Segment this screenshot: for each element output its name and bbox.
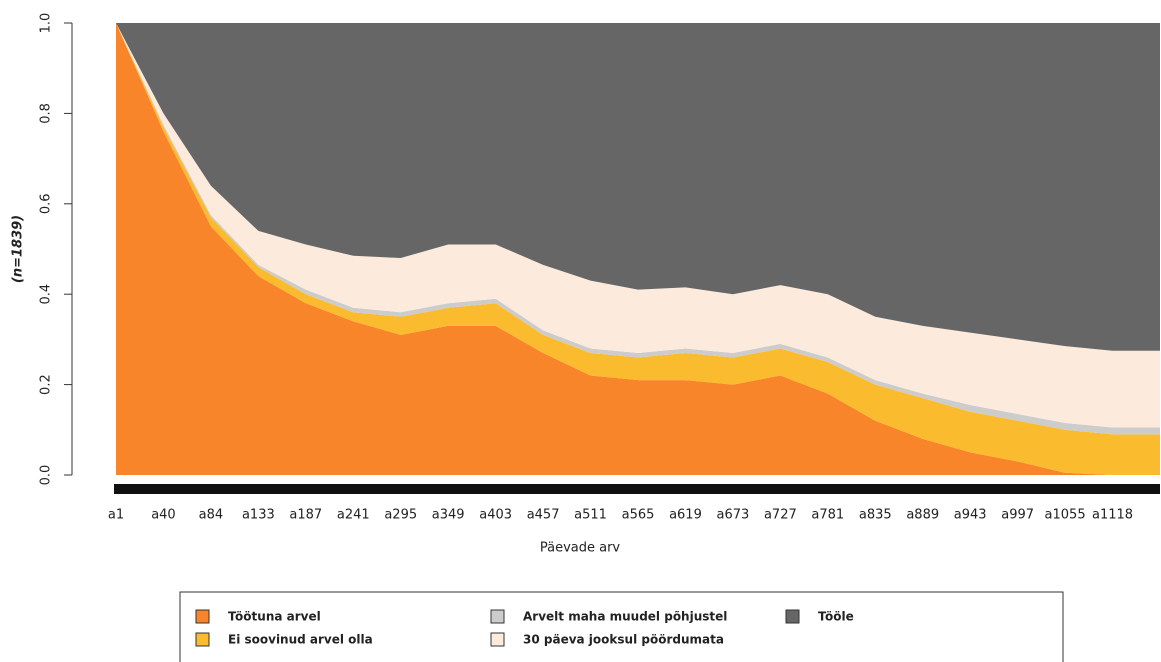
legend-swatch bbox=[195, 632, 210, 647]
legend-label: 30 päeva jooksul pöördumata bbox=[523, 633, 724, 647]
legend-swatch bbox=[195, 609, 210, 624]
x-tick-label: a457 bbox=[527, 508, 560, 523]
x-tick-label: a1055 bbox=[1045, 508, 1086, 523]
y-tick-label: 0.6 bbox=[39, 193, 54, 214]
x-tick-label: a511 bbox=[574, 508, 607, 523]
legend-label: Tööle bbox=[818, 610, 854, 624]
x-tick-label: a349 bbox=[432, 508, 465, 523]
x-tick-label: a835 bbox=[859, 508, 892, 523]
y-tick-label: 0.0 bbox=[39, 465, 54, 486]
area bbox=[116, 23, 1160, 351]
x-tick-label: a727 bbox=[764, 508, 797, 523]
x-tick-label: a781 bbox=[811, 508, 844, 523]
x-tick-label: a997 bbox=[1001, 508, 1034, 523]
x-tick-label: a187 bbox=[289, 508, 322, 523]
legend-swatch bbox=[490, 609, 505, 624]
x-tick-label: a133 bbox=[242, 508, 275, 523]
x-tick-label: a619 bbox=[669, 508, 702, 523]
legend-label: Ei soovinud arvel olla bbox=[228, 633, 373, 647]
x-tick-label: a40 bbox=[151, 508, 176, 523]
area bbox=[116, 23, 1160, 428]
x-tick-label: a943 bbox=[954, 508, 987, 523]
y-tick-label: 0.8 bbox=[39, 103, 54, 124]
y-tick-label: 0.2 bbox=[39, 374, 54, 395]
y-axis-label: (n=1839) bbox=[11, 215, 26, 283]
area bbox=[116, 23, 1160, 475]
x-axis-label: Päevade arv bbox=[540, 541, 621, 556]
legend-box bbox=[179, 591, 1064, 662]
x-tick-label: a295 bbox=[384, 508, 417, 523]
x-tick-label: a1 bbox=[108, 508, 124, 523]
area bbox=[116, 23, 1160, 475]
x-tick-label: a673 bbox=[717, 508, 750, 523]
y-tick-label: 1.0 bbox=[39, 13, 54, 34]
y-tick-label: 0.4 bbox=[39, 284, 54, 305]
x-tick-label: a1118 bbox=[1092, 508, 1133, 523]
x-tick-label: a889 bbox=[906, 508, 939, 523]
x-tick-label: a565 bbox=[622, 508, 655, 523]
legend-label: Töötuna arvel bbox=[228, 610, 321, 624]
x-tick-label: a403 bbox=[479, 508, 512, 523]
x-tick-label: a84 bbox=[199, 508, 224, 523]
x-tick-band bbox=[114, 484, 1160, 494]
legend-label: Arvelt maha muudel põhjustel bbox=[523, 610, 727, 624]
legend-swatch bbox=[785, 609, 800, 624]
x-tick-label: a241 bbox=[337, 508, 370, 523]
legend-swatch bbox=[490, 632, 505, 647]
